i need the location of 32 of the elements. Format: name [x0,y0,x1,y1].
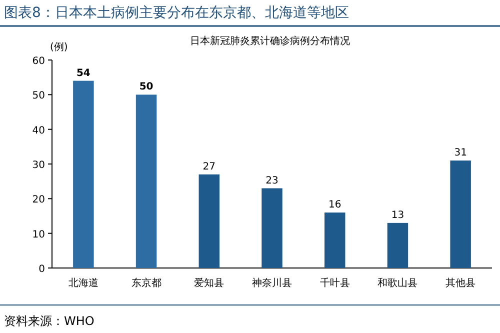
y-axis-title: (例) [50,42,68,53]
x-tick-label: 爱知县 [194,277,224,289]
bar [324,212,346,268]
y-tick-label: 0 [38,264,45,275]
bar [262,188,282,268]
data-label: 50 [139,82,154,93]
bar [450,160,471,268]
y-tick-label: 50 [32,90,45,102]
y-tick-label: 20 [32,194,45,206]
text: 资料来源：WHO [4,314,94,328]
y-tick-label: 60 [32,56,45,67]
x-tick-label: 其他县 [446,277,476,289]
data-label: 27 [202,161,216,172]
data-label: 16 [328,200,342,211]
data-label: 23 [266,175,278,186]
x-tick-label: 千叶县 [320,277,350,289]
bar [136,94,157,268]
data-label: 13 [391,210,404,221]
x-tick-label: 和歌山县 [378,277,418,289]
chart-subtitle: 日本新冠肺炎累计确诊病例分布情况 [190,35,350,47]
x-tick-label: 北海道 [68,277,98,289]
data-label: 54 [76,68,90,79]
chart-title: 图表8：日本本土病例主要分布在东京都、北海道等地区 [4,5,349,21]
bar [73,80,94,268]
y-tick-label: 30 [32,160,45,171]
x-tick-label: 东京都 [131,277,162,289]
y-tick-label: 10 [32,229,45,240]
data-label: 31 [454,148,467,159]
x-tick-label: 神奈川县 [252,277,292,289]
y-tick-label: 40 [32,125,45,136]
bar [198,174,220,268]
bar [387,222,408,268]
